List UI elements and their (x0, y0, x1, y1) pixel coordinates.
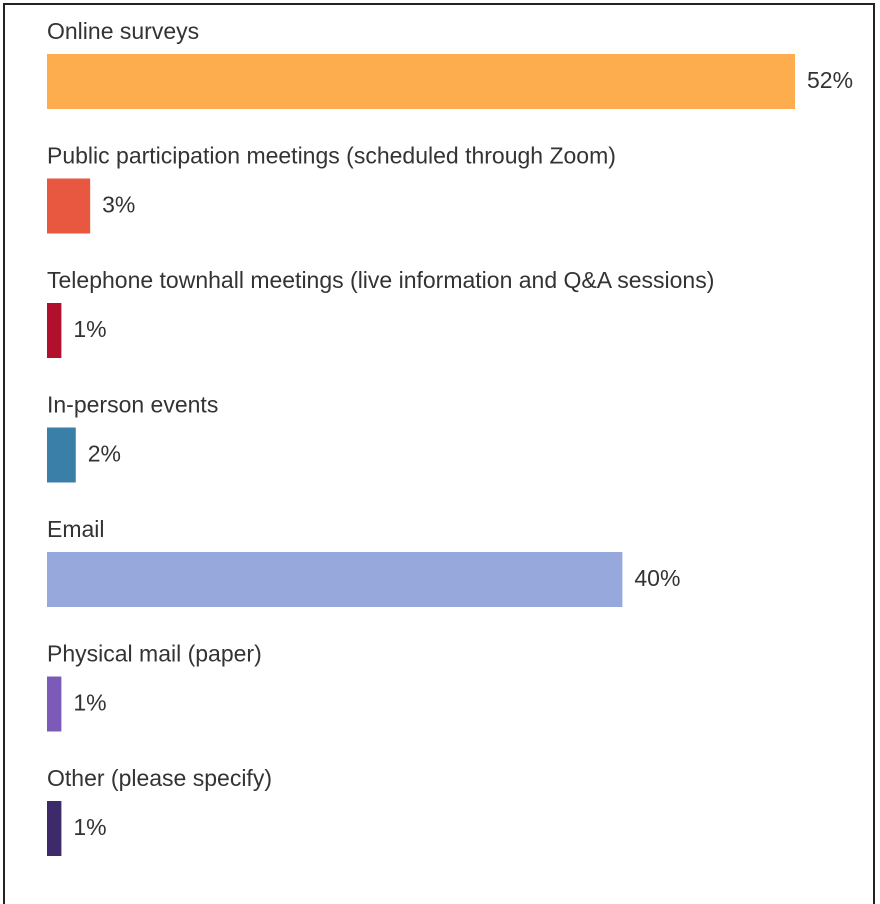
value-label: 1% (73, 690, 106, 716)
category-label: Email (47, 516, 105, 542)
bar (47, 54, 795, 109)
category-label: Other (please specify) (47, 765, 272, 791)
value-label: 1% (73, 814, 106, 840)
category-label: Online surveys (47, 18, 199, 44)
frame (3, 3, 875, 904)
value-label: 40% (634, 565, 680, 591)
value-label: 3% (102, 192, 135, 218)
value-label: 2% (88, 441, 121, 467)
bar (47, 427, 76, 483)
bar (47, 676, 62, 732)
category-label: Public participation meetings (scheduled… (47, 143, 616, 169)
category-label: Telephone townhall meetings (live inform… (47, 267, 714, 293)
value-label: 52% (807, 67, 853, 93)
bar (47, 303, 62, 358)
category-label: Physical mail (paper) (47, 641, 262, 667)
bar (47, 801, 62, 856)
value-label: 1% (73, 316, 106, 342)
bar (47, 178, 91, 234)
category-label: In-person events (47, 392, 218, 418)
bar (47, 552, 623, 607)
